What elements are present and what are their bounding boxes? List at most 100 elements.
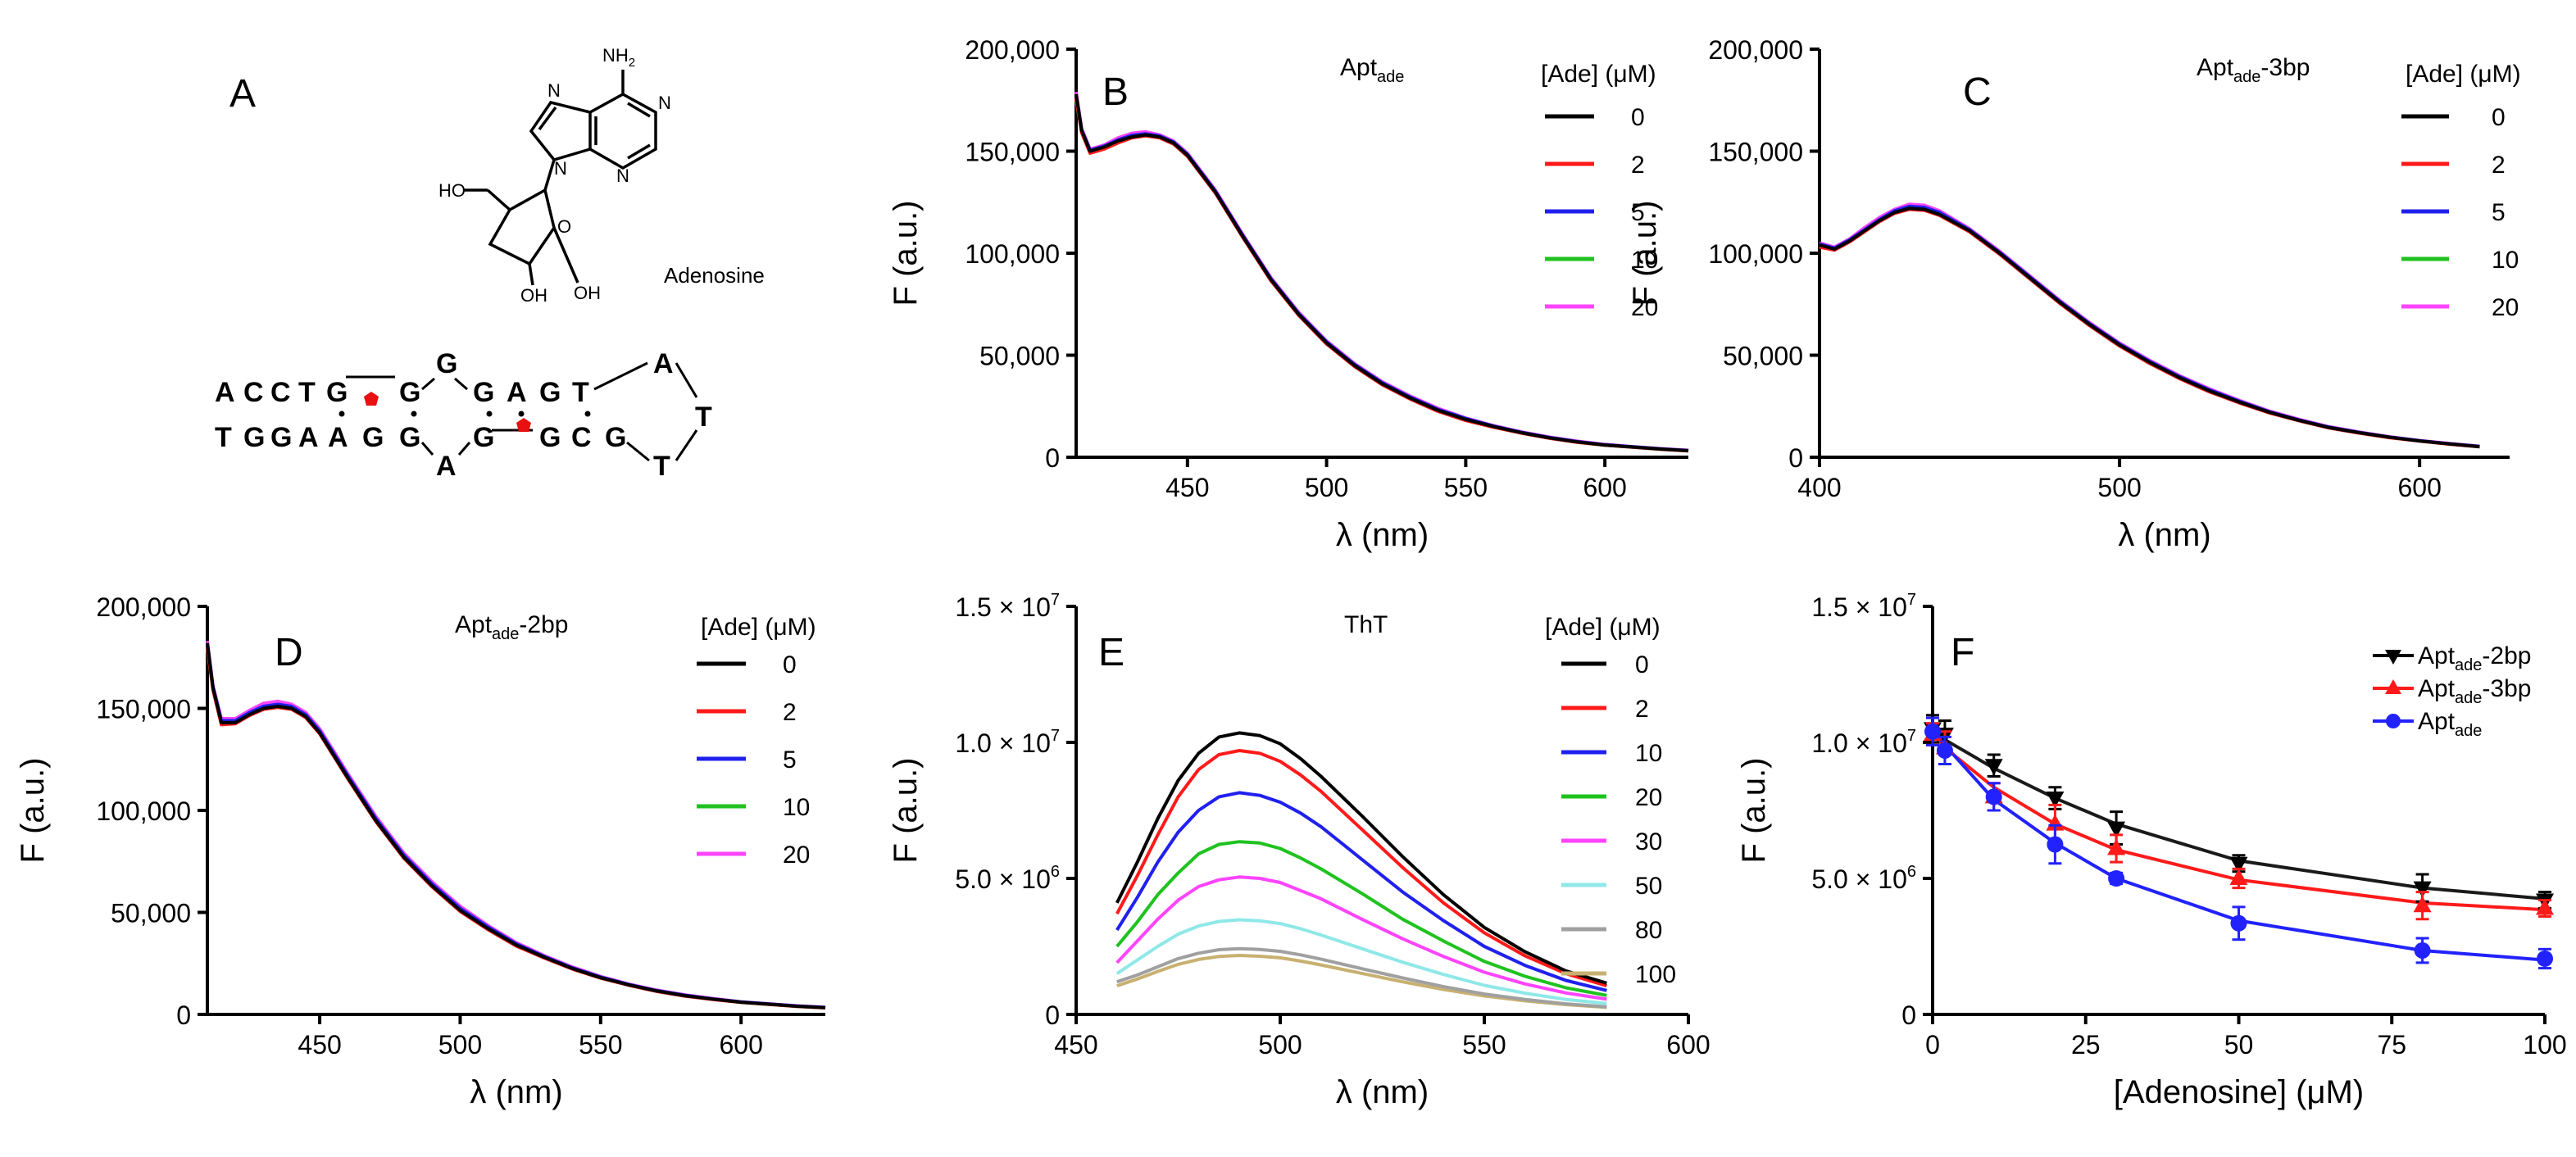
f-y-tick-label: 1.5 × 107 — [1811, 591, 1916, 622]
oh-label-1: OH — [520, 285, 547, 306]
e-chart-title: ThT — [1344, 611, 1388, 638]
c-series-line-20 — [1819, 202, 2480, 448]
f-legend-label: Aptade-2bp — [2418, 642, 2531, 674]
n7-label: N — [547, 80, 561, 101]
c-y-tick-label: 0 — [1788, 443, 1803, 473]
c-legend-label: 2 — [2492, 152, 2506, 179]
c-x-tick-label: 600 — [2397, 473, 2441, 502]
e-y-tick-label: 1.0 × 107 — [955, 727, 1060, 758]
b-legend-label: 10 — [1631, 247, 1658, 274]
f-data-point — [2107, 821, 2126, 838]
e-series-line-10 — [1115, 791, 1607, 992]
f-y-tick-label: 0 — [1901, 1000, 1916, 1030]
dna-top-12: A — [653, 348, 674, 379]
e-panel-letter: E — [1098, 631, 1124, 674]
f-legend-marker — [2386, 714, 2401, 728]
dna-bottom-3: G — [270, 422, 292, 453]
d-y-axis-label: F (a.u.) — [15, 758, 51, 864]
e-series-line-80 — [1116, 946, 1607, 1009]
f-data-point — [2536, 898, 2554, 915]
f-fit-curve — [1931, 730, 2546, 901]
e-x-tick-label: 450 — [1054, 1030, 1097, 1059]
c-legend-label: 10 — [2492, 247, 2519, 274]
d-y-tick-label: 100,000 — [96, 796, 191, 826]
n1-label: N — [658, 93, 671, 113]
f-data-point — [2108, 870, 2125, 887]
e-x-tick-label: 500 — [1258, 1030, 1302, 1059]
dna-bottom-5: A — [328, 422, 348, 453]
b-x-tick-label: 600 — [1583, 473, 1626, 502]
f-x-tick-label: 0 — [1925, 1030, 1940, 1059]
dna-bottom-1: T — [215, 422, 232, 453]
e-y-axis-label: F (a.u.) — [888, 758, 924, 864]
e-y-tick-label: 5.0 × 106 — [955, 863, 1060, 894]
b-x-tick-label: 450 — [1165, 473, 1209, 502]
e-legend-label: 20 — [1635, 784, 1662, 811]
e-legend-title: [Ade] (μM) — [1545, 614, 1661, 641]
f-data-point — [2537, 950, 2553, 967]
b-y-axis-label: F (a.u.) — [888, 201, 924, 306]
c-legend-label: 20 — [2492, 294, 2519, 321]
ring-o-label: O — [557, 216, 571, 237]
dna-top-11: T — [572, 377, 589, 408]
d-panel-letter: D — [275, 631, 303, 674]
b-x-tick-label: 550 — [1444, 473, 1488, 502]
f-data-point — [2107, 838, 2126, 855]
dna-bottom-2: G — [243, 422, 265, 453]
panel-b-chart: 0 50,000 100,000 150,000 200,000 450 500 550 600… — [888, 35, 1689, 553]
d-series-line-10 — [206, 649, 826, 1010]
e-legend-label: 30 — [1635, 828, 1662, 855]
e-legend-label: 2 — [1635, 696, 1649, 723]
f-legend-label: Aptade-3bp — [2418, 675, 2531, 707]
e-legend-label: 80 — [1635, 917, 1662, 944]
c-series-line-2 — [1819, 207, 2480, 449]
panel-f-chart: 0 5.0 × 106 1.0 × 107 1.5 × 107 0 25 50 75 100 [A… — [1736, 591, 2567, 1110]
dna-bottom-7: G — [399, 422, 420, 453]
d-x-tick-label: 500 — [438, 1030, 482, 1059]
c-x-axis-label: λ (nm) — [2118, 517, 2210, 553]
d-y-tick-label: 200,000 — [96, 592, 191, 622]
e-series-line-0 — [1115, 731, 1607, 985]
e-legend-label: 100 — [1635, 961, 1676, 988]
f-data-point — [1936, 742, 1953, 759]
dna-bottom-8: G — [473, 422, 494, 453]
ho-label: HO — [438, 180, 466, 201]
f-data-point — [2413, 896, 2432, 913]
f-data-point — [2229, 856, 2248, 873]
b-series-line-20 — [1074, 91, 1689, 452]
f-data-point — [2230, 914, 2247, 932]
dna-bottom-11: G — [605, 422, 626, 453]
c-x-tick-label: 500 — [2097, 473, 2141, 502]
f-data-point — [1985, 788, 2002, 805]
dna-top-8: G — [473, 377, 494, 408]
d-y-tick-label: 50,000 — [111, 899, 191, 928]
dna-bottom-10: C — [571, 422, 592, 453]
b-series-line-10 — [1074, 99, 1689, 453]
b-legend-label: 0 — [1631, 104, 1645, 131]
dna-top-10: G — [539, 377, 561, 408]
d-series-line-20 — [206, 641, 826, 1010]
d-series-line-0 — [206, 642, 826, 1010]
b-series-line-2 — [1074, 98, 1689, 453]
panel-d-chart: 0 50,000 100,000 150,000 200,000 450 500 550 600… — [15, 592, 826, 1110]
e-y-tick-label: 0 — [1045, 1000, 1060, 1030]
e-x-tick-label: 600 — [1666, 1030, 1710, 1059]
d-legend-label: 10 — [783, 794, 810, 821]
c-legend-label: 5 — [2492, 199, 2506, 226]
e-series-line-50 — [1115, 918, 1607, 1005]
dna-top-4: T — [298, 377, 316, 408]
f-data-point — [1924, 723, 1941, 740]
d-x-tick-label: 450 — [298, 1030, 341, 1059]
b-series-line-0 — [1074, 93, 1689, 452]
b-y-tick-label: 200,000 — [965, 35, 1060, 65]
b-series-line-5 — [1074, 95, 1689, 452]
c-y-tick-label: 150,000 — [1708, 138, 1803, 167]
c-series-line-0 — [1819, 206, 2480, 449]
adenosine-binding-marker-1 — [364, 392, 379, 406]
e-series-line-100 — [1116, 954, 1607, 1010]
molecule-name: Adenosine — [664, 263, 765, 288]
c-y-axis-label: F (a.u.) — [1627, 201, 1663, 306]
